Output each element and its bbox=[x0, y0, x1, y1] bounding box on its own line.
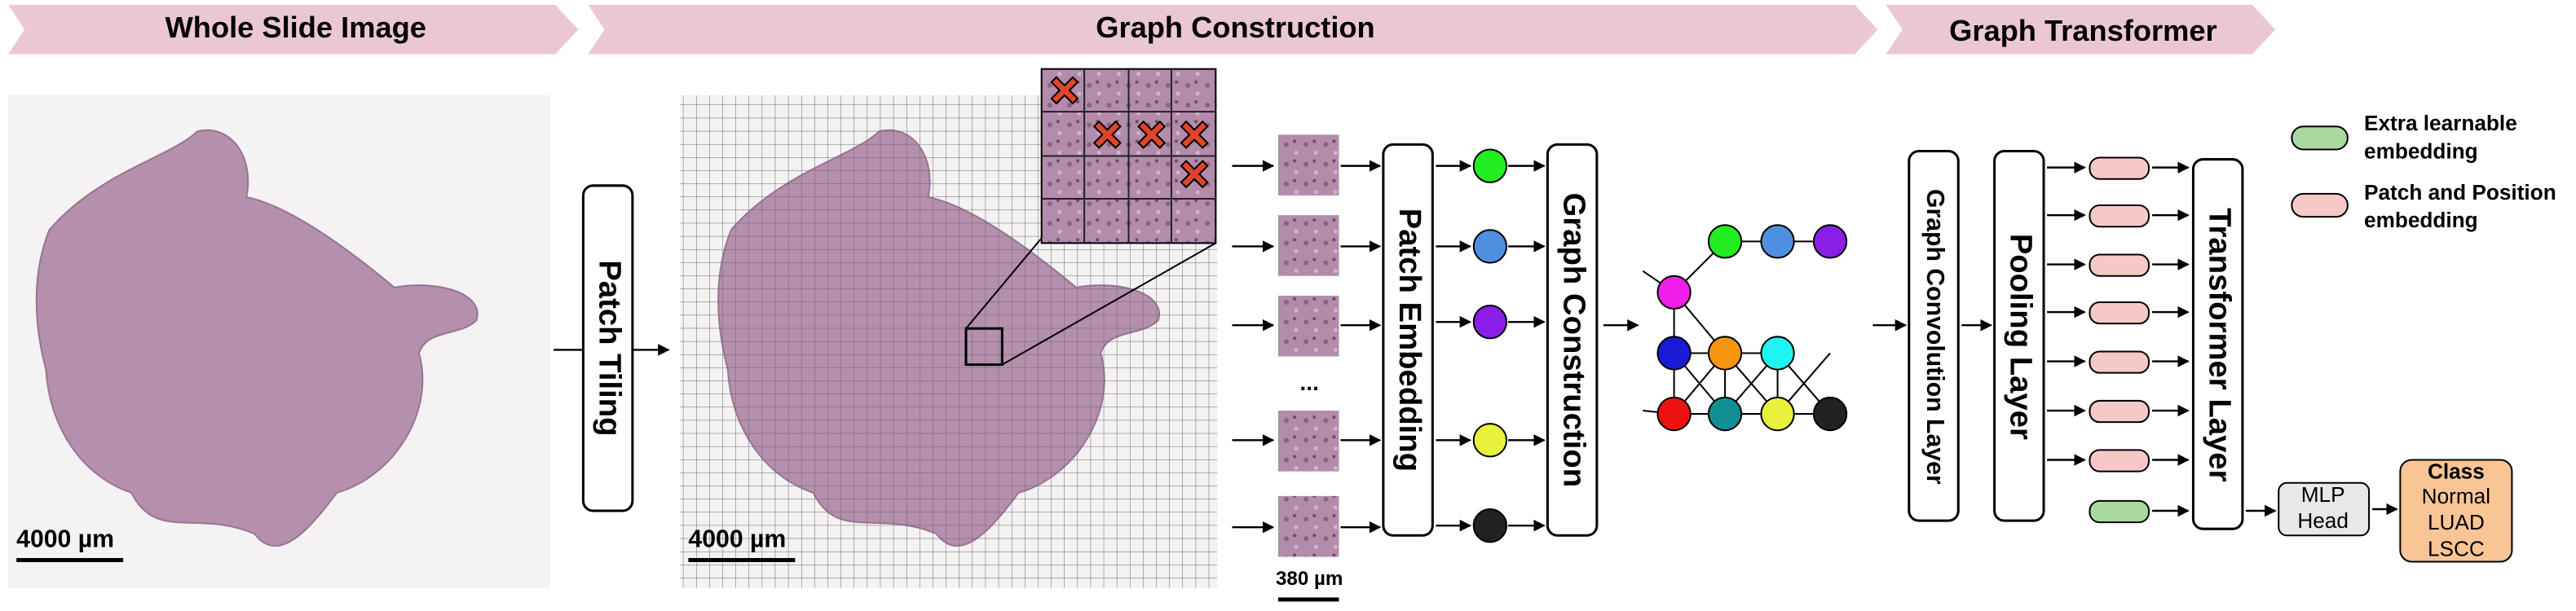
class-label: Normal bbox=[2422, 484, 2490, 508]
scale-bar-label: 4000 µm bbox=[688, 525, 786, 552]
block-label: Pooling Layer bbox=[2004, 234, 2039, 440]
mlp-label: MLP bbox=[2301, 482, 2345, 507]
block-label: Graph Convolution Layer bbox=[1921, 189, 1948, 485]
legend-label: embedding bbox=[2364, 208, 2478, 232]
ellipsis: ... bbox=[1299, 369, 1319, 395]
stage-title: Graph Construction bbox=[1096, 11, 1374, 44]
stage-title: Graph Transformer bbox=[1949, 14, 2217, 47]
block-label: Transformer Layer bbox=[2203, 208, 2238, 481]
embeddings bbox=[1436, 148, 1546, 543]
stage-arrow bbox=[8, 5, 579, 55]
graph bbox=[1642, 224, 1848, 432]
block bbox=[1546, 143, 1599, 537]
stage-arrow bbox=[588, 5, 1878, 55]
block bbox=[1382, 143, 1434, 537]
block-label: Patch Tiling bbox=[593, 260, 628, 436]
scale-bar-label: 380 µm bbox=[1276, 568, 1343, 590]
tissue bbox=[35, 129, 479, 547]
zoom-box bbox=[964, 327, 1003, 367]
stage-title: Whole Slide Image bbox=[165, 11, 426, 44]
block bbox=[2191, 158, 2244, 530]
legend-swatch bbox=[2291, 125, 2349, 151]
block bbox=[1908, 149, 1960, 522]
legend-swatch bbox=[2291, 192, 2349, 218]
stage-arrow bbox=[1886, 5, 2276, 55]
block bbox=[1993, 149, 2045, 522]
zoom-line bbox=[965, 237, 1043, 329]
class-label: LSCC bbox=[2428, 536, 2485, 560]
class-title: Class bbox=[2428, 459, 2485, 484]
block-label: Patch Embedding bbox=[1392, 209, 1427, 472]
scale-bar-label: 4000 µm bbox=[16, 525, 114, 552]
mlp-label: Head bbox=[2297, 508, 2349, 533]
block-label: Graph Construction bbox=[1557, 193, 1592, 488]
excluded-marks bbox=[1050, 76, 1209, 189]
legend-label: embedding bbox=[2364, 138, 2478, 163]
tokens bbox=[2047, 156, 2190, 524]
block bbox=[581, 184, 634, 512]
class-label: LUAD bbox=[2428, 510, 2485, 534]
legend-label: Extra learnable bbox=[2364, 111, 2517, 135]
legend-label: Patch and Position bbox=[2364, 180, 2556, 204]
inset-grid bbox=[1041, 68, 1216, 244]
class-box bbox=[2399, 459, 2513, 563]
zoom-line bbox=[1001, 242, 1216, 366]
patches bbox=[1232, 134, 1382, 557]
mlp-head bbox=[2278, 481, 2371, 537]
